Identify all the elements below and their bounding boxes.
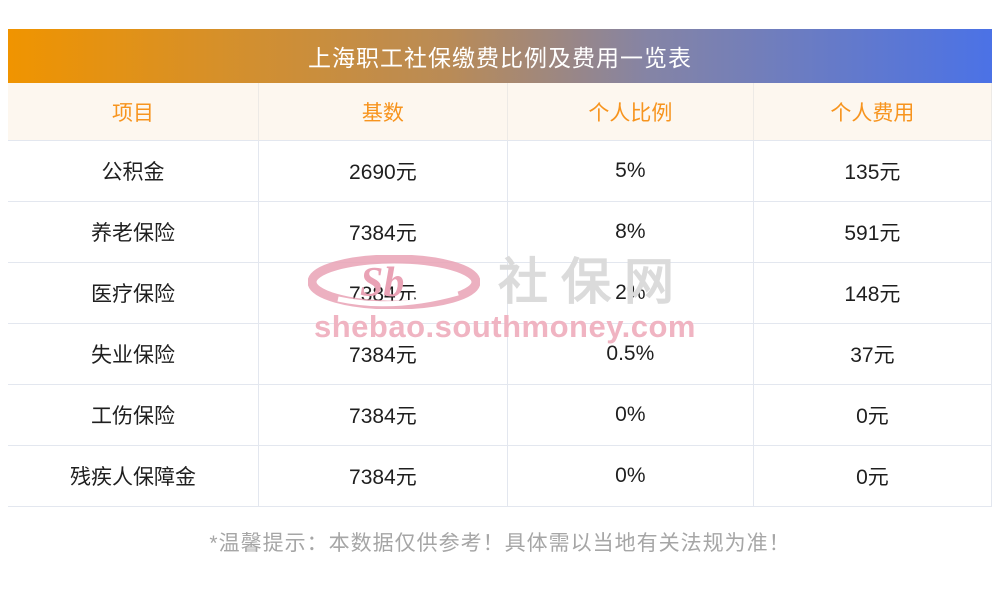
table-title: 上海职工社保缴费比例及费用一览表 — [308, 45, 692, 71]
cell-item: 工伤保险 — [8, 385, 259, 446]
table-row: 失业保险 7384元 0.5% 37元 — [8, 324, 992, 385]
footer-note: *温馨提示：本数据仅供参考！具体需以当地有关法规为准！ — [209, 532, 791, 555]
table-row: 工伤保险 7384元 0% 0元 — [8, 385, 992, 446]
cell-fee: 148元 — [753, 263, 992, 324]
cell-base: 7384元 — [258, 202, 508, 263]
cell-item: 失业保险 — [8, 324, 259, 385]
cell-item: 医疗保险 — [8, 263, 259, 324]
cell-base: 7384元 — [258, 446, 508, 507]
cell-ratio: 5% — [507, 141, 754, 202]
cell-base: 2690元 — [258, 141, 508, 202]
table-title-bar: 上海职工社保缴费比例及费用一览表 — [8, 29, 992, 83]
table-row: 养老保险 7384元 8% 591元 — [8, 202, 992, 263]
insurance-table-card: 上海职工社保缴费比例及费用一览表 项目 基数 个人比例 个人费用 公积金 269… — [8, 29, 992, 557]
cell-fee: 0元 — [753, 385, 992, 446]
cell-ratio: 0% — [507, 446, 754, 507]
cell-item: 残疾人保障金 — [8, 446, 259, 507]
cell-ratio: 0.5% — [507, 324, 754, 385]
cell-fee: 0元 — [753, 446, 992, 507]
column-header-personal-fee: 个人费用 — [753, 83, 992, 141]
cell-ratio: 2% — [507, 263, 754, 324]
cell-ratio: 0% — [507, 385, 754, 446]
column-header-personal-ratio: 个人比例 — [507, 83, 754, 141]
cell-ratio: 8% — [507, 202, 754, 263]
cell-item: 养老保险 — [8, 202, 259, 263]
cell-base: 7384元 — [258, 263, 508, 324]
table-header-row: 项目 基数 个人比例 个人费用 — [8, 83, 992, 141]
cell-fee: 591元 — [753, 202, 992, 263]
cell-base: 7384元 — [258, 324, 508, 385]
column-header-base: 基数 — [258, 83, 508, 141]
table-row: 医疗保险 7384元 2% 148元 — [8, 263, 992, 324]
cell-fee: 37元 — [753, 324, 992, 385]
cell-fee: 135元 — [753, 141, 992, 202]
cell-base: 7384元 — [258, 385, 508, 446]
cell-item: 公积金 — [8, 141, 259, 202]
table-row: 公积金 2690元 5% 135元 — [8, 141, 992, 202]
column-header-item: 项目 — [8, 83, 259, 141]
table-row: 残疾人保障金 7384元 0% 0元 — [8, 446, 992, 507]
